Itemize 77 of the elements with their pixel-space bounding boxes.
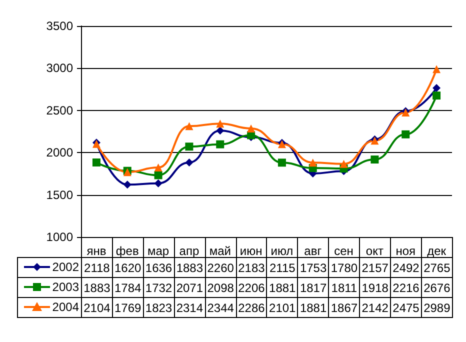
point [402, 130, 410, 138]
y-tick-label: 2000 [46, 146, 74, 160]
data-label: 2765 [421, 258, 452, 278]
point [185, 142, 194, 151]
point [432, 92, 441, 100]
point [185, 158, 194, 166]
data-label: 2118 [82, 258, 112, 278]
x-tick-label: мар [147, 244, 170, 258]
x-tick-label: фев [116, 244, 139, 258]
legend-label: 2002 [52, 260, 79, 274]
data-label: 2344 [205, 298, 236, 318]
point [92, 158, 100, 166]
point [308, 158, 317, 167]
data-label: 2216 [390, 278, 422, 298]
data-label: 2098 [205, 278, 236, 298]
data-label: 2286 [236, 298, 267, 318]
data-label: 2183 [236, 258, 267, 278]
data-label: 1811 [328, 278, 360, 298]
y-tick-label: 2500 [46, 103, 74, 118]
data-label: 2676 [421, 278, 452, 298]
point [247, 124, 256, 132]
data-label: 2260 [205, 258, 236, 278]
point [154, 171, 162, 180]
data-label: 2142 [360, 298, 391, 318]
y-tick-label: 1500 [46, 188, 74, 202]
y-tick-label: 3500 [46, 19, 74, 33]
data-label: 2115 [266, 258, 298, 278]
legend-label: 2004 [52, 300, 79, 314]
data-label: 1817 [298, 278, 329, 298]
point [185, 122, 194, 130]
y-tick-label: 1000 [46, 230, 74, 244]
point [123, 180, 132, 189]
data-label: 2492 [390, 258, 422, 278]
data-label: 1881 [298, 298, 329, 318]
data-label: 2475 [390, 298, 422, 318]
point [340, 160, 348, 168]
x-tick-label: дек [427, 244, 447, 258]
data-label: 1883 [82, 278, 112, 298]
data-label: 1918 [360, 278, 391, 298]
point [432, 84, 441, 92]
data-label: 1636 [143, 258, 174, 278]
data-label: 2314 [174, 298, 206, 318]
x-tick-label: янв [86, 244, 106, 258]
x-tick-label: апр [179, 244, 200, 258]
data-label: 2989 [421, 298, 452, 318]
data-label: 1780 [328, 258, 360, 278]
point [154, 179, 162, 188]
x-tick-label: сен [334, 244, 354, 258]
x-tick-label: окт [366, 244, 384, 258]
x-tick-label: июл [270, 244, 294, 258]
data-label: 1732 [143, 278, 174, 298]
point [154, 164, 162, 172]
data-label: 1881 [266, 278, 298, 298]
x-tick-label: июн [240, 244, 262, 258]
data-label: 2101 [266, 298, 298, 318]
data-label: 1883 [174, 258, 206, 278]
point [216, 140, 224, 148]
data-label: 1620 [112, 258, 144, 278]
data-label: 2104 [82, 298, 112, 318]
data-label: 1769 [112, 298, 144, 318]
data-label: 2157 [360, 258, 391, 278]
data-label: 1867 [328, 298, 360, 318]
y-tick-label: 3000 [46, 61, 74, 76]
point [370, 156, 379, 164]
point [278, 158, 286, 167]
legend-label: 2003 [52, 280, 79, 294]
point [216, 126, 224, 135]
data-label: 2206 [236, 278, 267, 298]
x-tick-label: май [209, 244, 231, 258]
data-label: 1823 [143, 298, 174, 318]
point [432, 65, 441, 74]
data-label: 1784 [112, 278, 144, 298]
data-label: 1753 [298, 258, 329, 278]
x-tick-label: авг [304, 244, 322, 258]
data-label: 2071 [174, 278, 206, 298]
x-tick-label: ноя [396, 244, 416, 258]
point [216, 120, 224, 128]
